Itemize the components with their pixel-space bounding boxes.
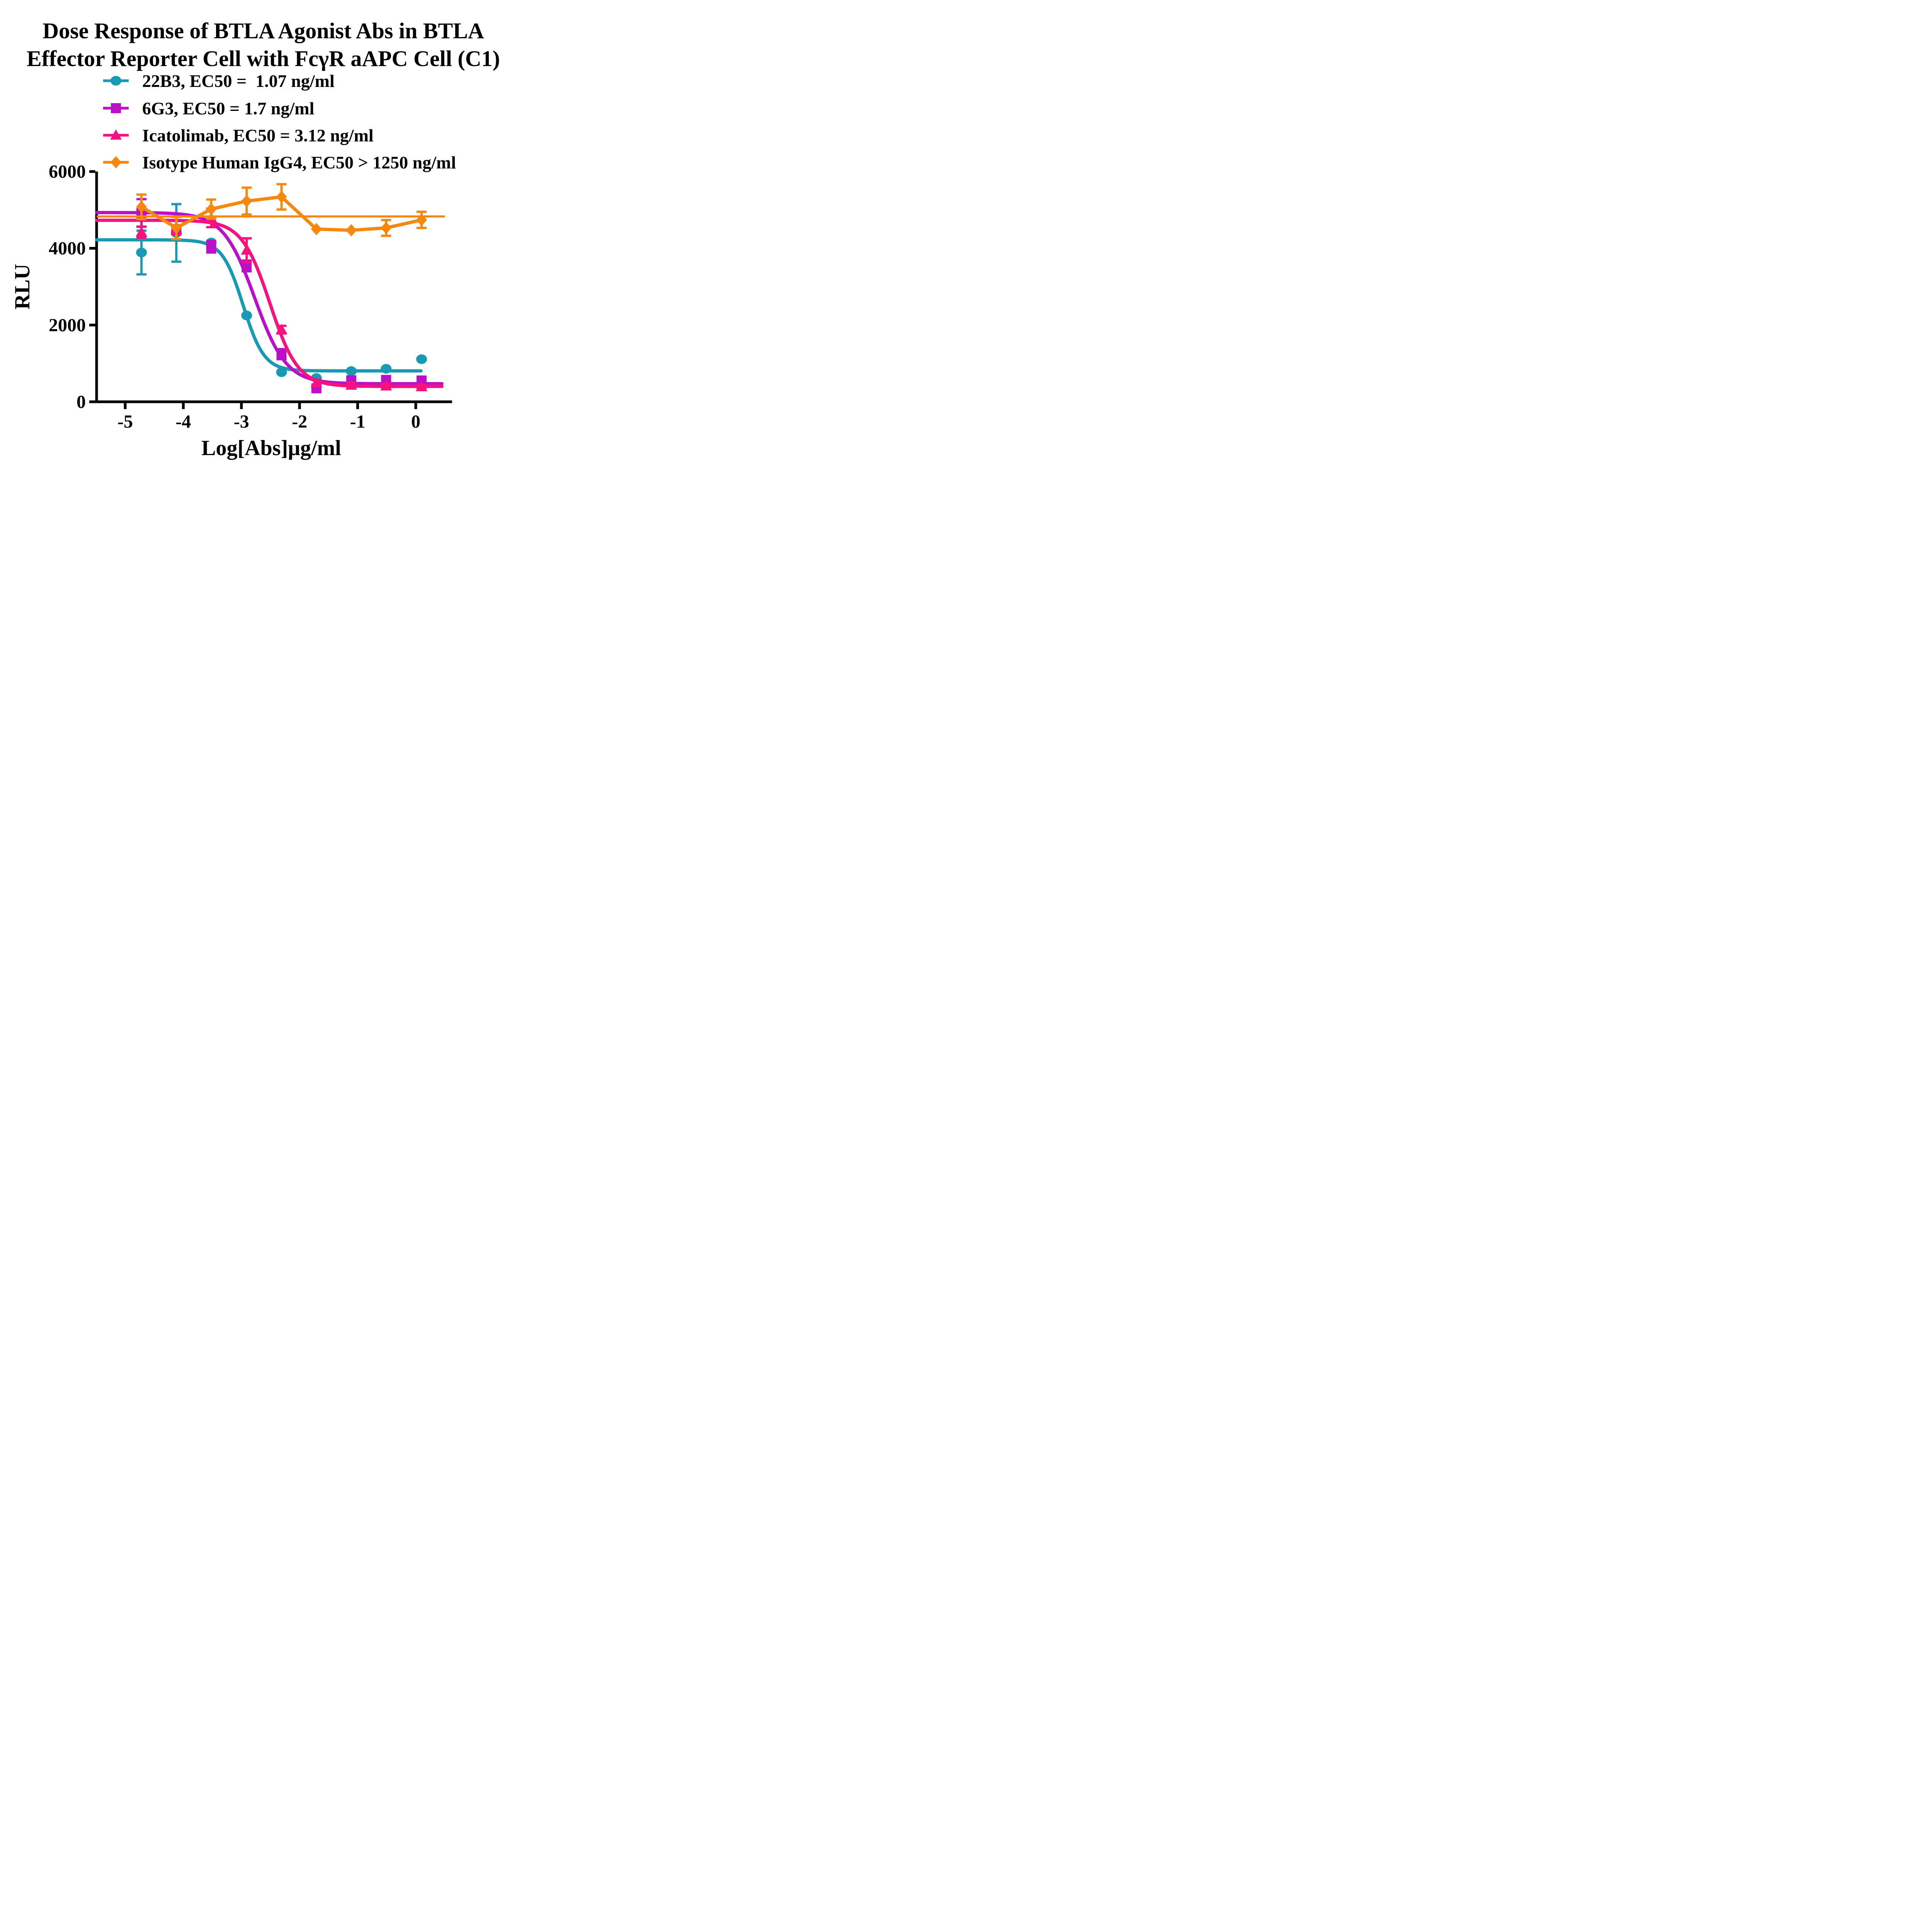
x-axis-label: Log[Abs]μg/ml: [201, 436, 341, 460]
legend-item-6g3: 6G3, EC50 = 1.7 ng/ml: [103, 99, 314, 118]
marker-square: [276, 349, 287, 359]
fit-curve: [95, 238, 423, 373]
legend-label-isotype: Isotype Human IgG4, EC50 > 1250 ng/ml: [142, 153, 456, 172]
marker-square: [206, 241, 216, 252]
marker-triangle: [110, 129, 122, 140]
chart-title: Dose Response of BTLA Agonist Abs in BTL…: [0, 17, 527, 73]
y-tick-label: 2000: [49, 315, 86, 335]
x-tick-label: -1: [350, 411, 366, 432]
x-tick-label: -5: [117, 411, 133, 432]
marker-circle: [136, 248, 147, 258]
x-tick-label: -4: [175, 411, 191, 432]
legend-item-22b3: 22B3, EC50 = 1.07 ng/ml: [103, 71, 335, 91]
chart-svg: 0 2000 4000 6000 -5 -4 -3 -2 -1 0 22B3, EC50 = 1.…: [10, 71, 456, 460]
marker-diamond: [206, 203, 217, 216]
marker-diamond: [111, 156, 121, 168]
marker-triangle: [310, 377, 322, 387]
legend-item-isotype: Isotype Human IgG4, EC50 > 1250 ng/ml: [103, 153, 456, 172]
marker-triangle: [241, 244, 253, 255]
y-tick-label: 6000: [49, 161, 86, 182]
legend-label-22b3: 22B3, EC50 = 1.07 ng/ml: [142, 71, 335, 91]
marker-triangle: [416, 381, 428, 391]
series-22b3: [95, 203, 427, 383]
series-isotype-human-igg4: [97, 183, 445, 240]
x-tick-label: -3: [234, 411, 249, 432]
chart-title-line1: Dose Response of BTLA Agonist Abs in BTL…: [43, 18, 484, 43]
marker-triangle: [136, 226, 148, 237]
y-tick-label: 0: [77, 392, 86, 412]
marker-diamond: [241, 195, 252, 207]
marker-circle: [381, 364, 392, 374]
marker-circle: [416, 354, 427, 364]
marker-diamond: [346, 224, 357, 236]
legend: 22B3, EC50 = 1.07 ng/ml 6G3, EC50 = 1.7 …: [103, 71, 456, 172]
series-layer: [95, 183, 445, 394]
x-tick-label: -2: [292, 411, 307, 432]
marker-diamond: [381, 222, 392, 235]
axes: 0 2000 4000 6000 -5 -4 -3 -2 -1 0: [49, 161, 452, 432]
x-tick-label: 0: [411, 411, 420, 432]
legend-item-icatolimab: Icatolimab, EC50 = 3.12 ng/ml: [103, 126, 374, 145]
marker-diamond: [276, 190, 287, 203]
marker-circle: [276, 367, 287, 377]
legend-label-6g3: 6G3, EC50 = 1.7 ng/ml: [142, 99, 314, 118]
marker-circle: [241, 311, 252, 320]
dose-response-figure: Dose Response of BTLA Agonist Abs in BTL…: [0, 0, 527, 477]
marker-triangle: [276, 324, 287, 334]
marker-square: [111, 103, 121, 113]
marker-diamond: [136, 201, 147, 213]
marker-circle: [111, 76, 121, 86]
marker-triangle: [345, 379, 357, 390]
y-tick-label: 4000: [49, 238, 86, 259]
marker-circle: [346, 366, 357, 376]
marker-diamond: [416, 214, 427, 226]
y-axis-label: RLU: [10, 264, 34, 309]
marker-diamond: [311, 223, 322, 235]
legend-label-icatolimab: Icatolimab, EC50 = 3.12 ng/ml: [142, 126, 374, 145]
marker-diamond: [171, 222, 182, 235]
marker-triangle: [380, 380, 392, 391]
chart-title-line2: Effector Reporter Cell with FcγR aAPC Ce…: [27, 46, 500, 71]
